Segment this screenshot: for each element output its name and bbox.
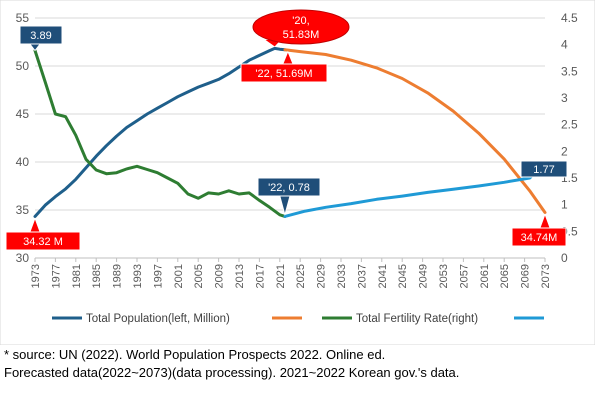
legend: Total Population(left, Million) Total Fe… xyxy=(52,313,544,325)
callout-population-2020-ellipse xyxy=(252,9,350,45)
callout-population-2020: '20, 51.83M xyxy=(252,9,350,47)
callout-fertility-2022-box xyxy=(257,177,321,197)
x-tick-label: 2049 xyxy=(418,264,430,288)
callout-fertility-1973: 3.89 xyxy=(19,25,63,52)
legend-fertility-label: Total Fertility Rate(right) xyxy=(356,313,478,325)
series-layer xyxy=(33,46,547,218)
x-tick-label: 2037 xyxy=(356,264,368,288)
x-tick-label: 2017 xyxy=(254,264,266,288)
source-line-1: * source: UN (2022). World Population Pr… xyxy=(4,347,386,362)
y-left-tick-label: 40 xyxy=(16,155,30,169)
x-tick-label: 2073 xyxy=(540,264,552,288)
y-right-tick-label: 2 xyxy=(561,144,568,158)
x-tick-label: 2029 xyxy=(316,264,328,288)
y-right-tick-label: 1 xyxy=(561,198,568,212)
x-tick-label: 1989 xyxy=(112,264,124,288)
y-left-tick-label: 35 xyxy=(16,203,30,217)
legend-population-label: Total Population(left, Million) xyxy=(86,313,230,325)
x-tick-label: 2025 xyxy=(295,264,307,288)
y-left-tick-label: 30 xyxy=(16,251,30,265)
callout-population-2022-text: '22, 51.69M xyxy=(255,68,312,80)
x-tick-label: 1993 xyxy=(132,264,144,288)
x-tick-label: 2069 xyxy=(520,264,532,288)
callout-fertility-2073: 1.77 xyxy=(520,160,568,178)
callout-population-2020-text: '20, xyxy=(292,15,309,27)
x-tick-label: 2005 xyxy=(193,264,205,288)
x-tick-label: 1997 xyxy=(152,264,164,288)
callout-fertility-1973-text: 3.89 xyxy=(30,30,51,42)
callout-population-2073-text: 34.74M xyxy=(521,232,558,244)
x-tick-label: 2057 xyxy=(458,264,470,288)
annotation-layer: 3.89 34.32 M '20, 51.83M '22, 51.69M '22, 0.7… xyxy=(5,9,568,251)
x-tick-label: 2065 xyxy=(499,264,511,288)
callout-fertility-2022-text: '22, 0.78 xyxy=(268,182,310,194)
callout-population-1973-text: 34.32 M xyxy=(23,236,63,248)
callout-fertility-2073-text: 1.77 xyxy=(533,164,554,176)
y-right-tick-label: 0 xyxy=(561,251,568,265)
y-left-tick-label: 55 xyxy=(16,11,30,25)
callout-population-1973: 34.32 M xyxy=(5,217,81,251)
x-tick-label: 1973 xyxy=(30,264,42,288)
x-tick-label: 2053 xyxy=(438,264,450,288)
x-tick-label: 1981 xyxy=(71,264,83,288)
x-tick-label: 2009 xyxy=(214,264,226,288)
callout-population-2022-box xyxy=(240,63,328,83)
callout-population-2022: '22, 51.69M xyxy=(240,50,328,83)
x-tick-label: 2045 xyxy=(397,264,409,288)
series-population-forecast-line xyxy=(283,48,547,214)
y-right-tick-label: 3.5 xyxy=(561,64,578,78)
source-note: * source: UN (2022). World Population Pr… xyxy=(4,346,592,382)
callout-population-2020-value: 51.83M xyxy=(283,29,320,41)
series-population-line xyxy=(33,46,287,218)
callout-fertility-1973-box xyxy=(19,25,63,45)
callout-fertility-2073-box xyxy=(520,160,568,178)
x-tick-label: 2001 xyxy=(173,264,185,288)
callout-population-2073: 34.74M xyxy=(511,213,567,247)
callout-population-2073-box xyxy=(511,227,567,247)
source-line-2: Forecasted data(2022~2073)(data processi… xyxy=(4,365,460,380)
callout-fertility-2022: '22, 0.78 xyxy=(257,177,321,216)
y-right-tick-label: 4.5 xyxy=(561,11,578,25)
x-tick-label: 2033 xyxy=(336,264,348,288)
y-axis-left: 30 35 40 45 50 55 xyxy=(16,11,30,265)
x-tick-label: 1977 xyxy=(50,264,62,288)
y-right-tick-label: 4 xyxy=(561,38,568,52)
series-fertility-forecast-line xyxy=(283,162,547,218)
x-tick-label: 1985 xyxy=(91,264,103,288)
x-tick-label: 2021 xyxy=(275,264,287,288)
y-right-tick-label: 3 xyxy=(561,91,568,105)
y-left-tick-label: 45 xyxy=(16,107,30,121)
y-right-tick-label: 2.5 xyxy=(561,118,578,132)
callout-population-1973-box xyxy=(5,231,81,251)
x-tick-label: 2013 xyxy=(234,264,246,288)
x-axis: 1973 1977 1981 1985 1989 1993 1997 2001 2005 2009… xyxy=(30,257,552,288)
series-fertility-line xyxy=(33,49,287,218)
x-tick-label: 2041 xyxy=(377,264,389,288)
x-tick-label: 2061 xyxy=(479,264,491,288)
y-left-tick-label: 50 xyxy=(16,59,30,73)
